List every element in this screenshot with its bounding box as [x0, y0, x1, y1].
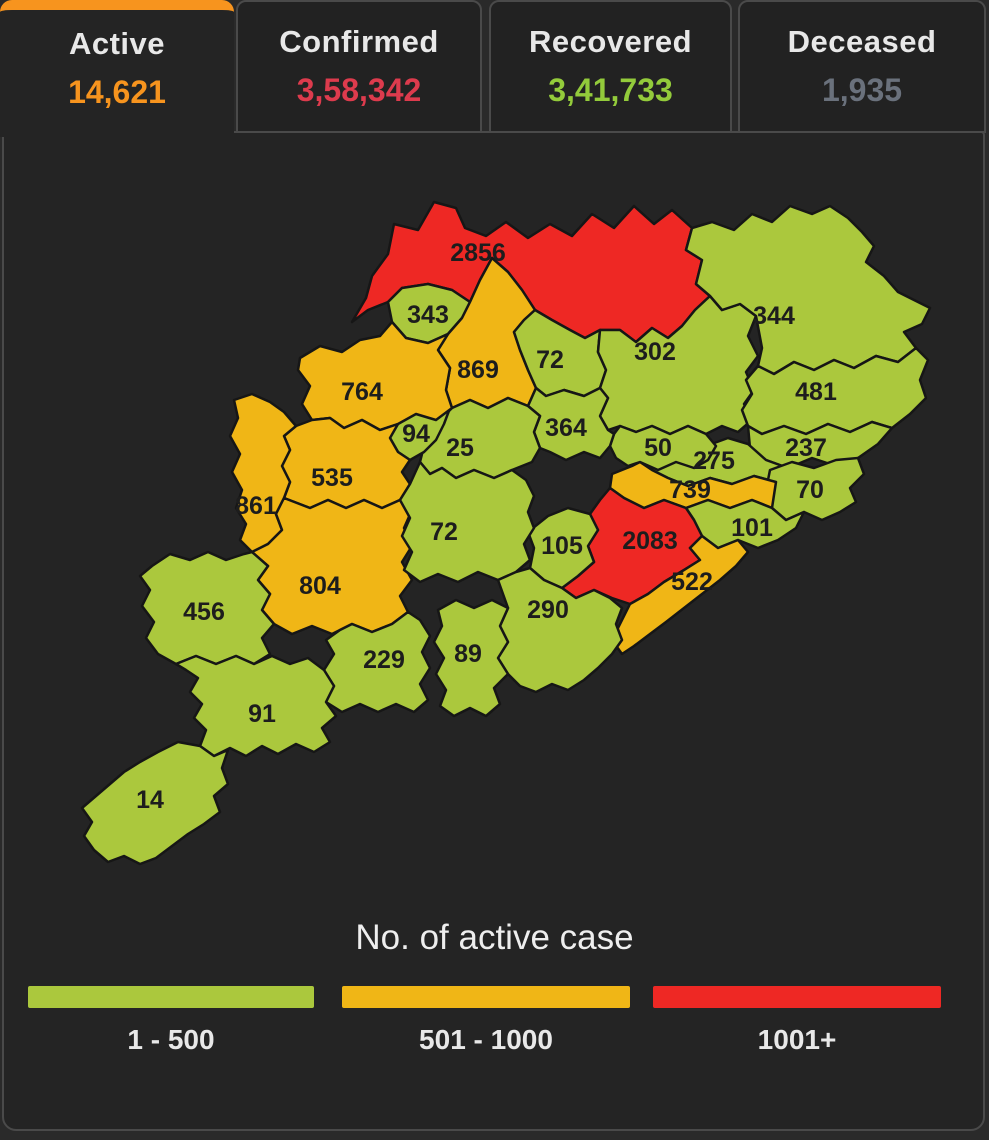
district-region[interactable]: [526, 386, 616, 462]
tab-active-value: 14,621: [68, 74, 166, 110]
tab-recovered[interactable]: Recovered 3,41,733: [489, 0, 732, 133]
district-region[interactable]: [398, 460, 536, 584]
legend-swatch-green: [28, 986, 314, 1008]
district-region[interactable]: [280, 416, 412, 510]
tab-deceased-label: Deceased: [787, 24, 937, 59]
district-region[interactable]: [762, 456, 866, 522]
district-region[interactable]: [684, 204, 932, 376]
district-region[interactable]: [432, 598, 510, 718]
tab-recovered-value: 3,41,733: [548, 72, 673, 108]
tab-deceased[interactable]: Deceased 1,935: [738, 0, 986, 133]
district-region[interactable]: [138, 550, 276, 666]
district-region[interactable]: [608, 424, 718, 472]
legend-label-yellow: 501 - 1000: [419, 1024, 553, 1055]
legend-label-green: 1 - 500: [127, 1024, 215, 1055]
tab-confirmed-label: Confirmed: [279, 24, 439, 59]
district-region[interactable]: [610, 534, 750, 656]
tab-deceased-value: 1,935: [821, 72, 903, 108]
tab-active[interactable]: Active 14,621: [0, 0, 234, 137]
tab-confirmed-value: 3,58,342: [296, 72, 422, 108]
legend-item-red: 1001+: [653, 986, 941, 1056]
legend-label-red: 1001+: [757, 1024, 837, 1055]
legend-title: No. of active case: [355, 918, 634, 957]
legend-item-yellow: 501 - 1000: [342, 986, 630, 1056]
district-region[interactable]: [174, 654, 338, 758]
tab-active-label: Active: [68, 26, 166, 61]
legend-swatch-red: [653, 986, 941, 1008]
district-region[interactable]: [322, 610, 432, 714]
tab-recovered-label: Recovered: [528, 24, 693, 59]
legend-item-green: 1 - 500: [28, 986, 314, 1056]
tab-confirmed[interactable]: Confirmed 3,58,342: [236, 0, 482, 133]
legend-swatch-yellow: [342, 986, 630, 1008]
district-region[interactable]: [80, 740, 230, 866]
district-region[interactable]: [526, 506, 600, 590]
